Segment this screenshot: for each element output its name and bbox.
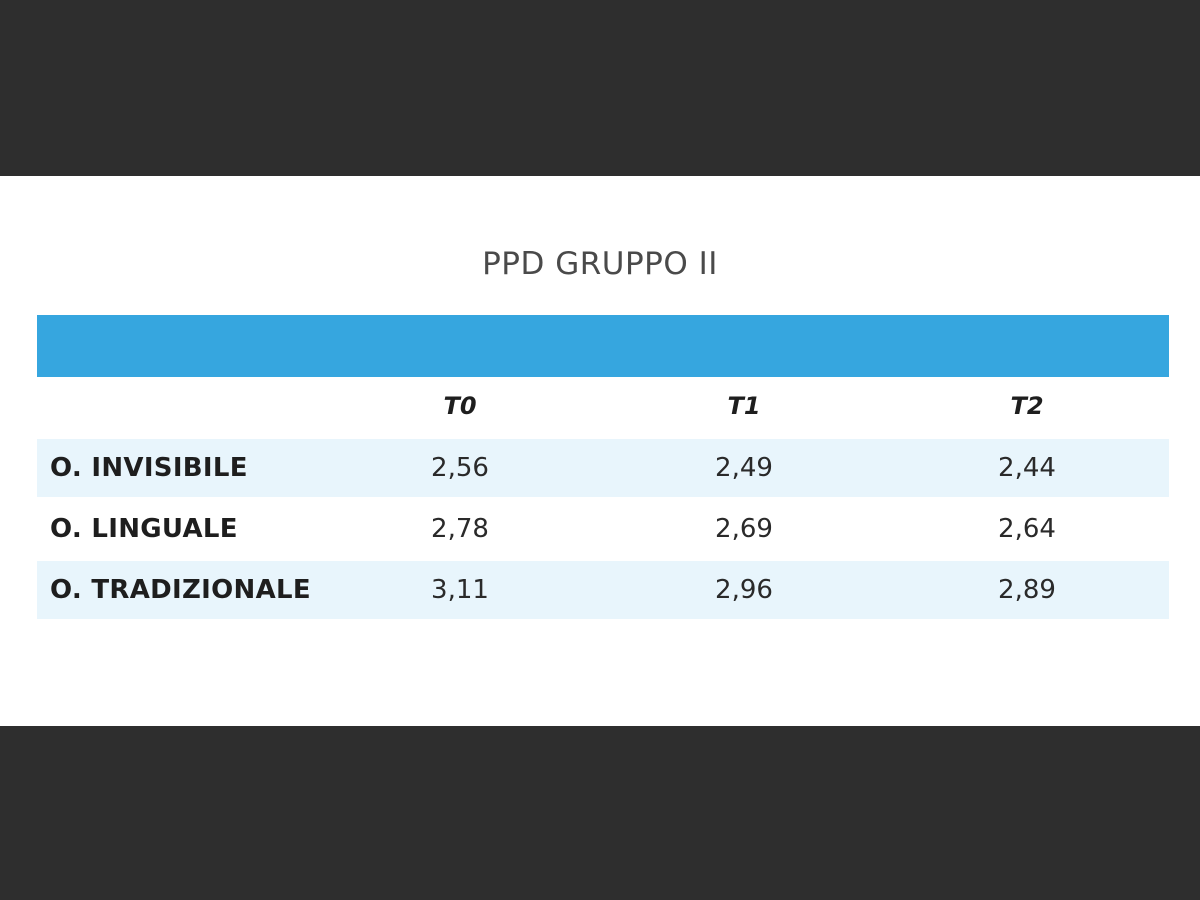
table-cell: 2,89 <box>998 575 1056 605</box>
table-cell: 3,11 <box>431 575 489 605</box>
row-label: O. TRADIZIONALE <box>50 575 311 605</box>
slide: PPD GRUPPO II T0 T1 T2 O. INVISIBILE 2,5… <box>0 176 1200 726</box>
table-cell: 2,49 <box>715 453 773 483</box>
column-header-t1: T1 <box>727 392 761 420</box>
table-row: O. TRADIZIONALE 3,11 2,96 2,89 <box>37 561 1169 619</box>
table-cell: 2,44 <box>998 453 1056 483</box>
column-header-t2: T2 <box>1010 392 1044 420</box>
column-header-row: T0 T1 T2 <box>37 377 1169 435</box>
table-cell: 2,96 <box>715 575 773 605</box>
column-header-t0: T0 <box>443 392 477 420</box>
table-row: O. INVISIBILE 2,56 2,49 2,44 <box>37 439 1169 497</box>
table-title: PPD GRUPPO II <box>482 246 718 282</box>
table-cell: 2,69 <box>715 514 773 544</box>
row-label: O. LINGUALE <box>50 514 238 544</box>
table-cell: 2,78 <box>431 514 489 544</box>
table-cell: 2,56 <box>431 453 489 483</box>
table-row: O. LINGUALE 2,78 2,69 2,64 <box>37 500 1169 558</box>
row-label: O. INVISIBILE <box>50 453 248 483</box>
table-cell: 2,64 <box>998 514 1056 544</box>
table-header-band <box>37 315 1169 377</box>
